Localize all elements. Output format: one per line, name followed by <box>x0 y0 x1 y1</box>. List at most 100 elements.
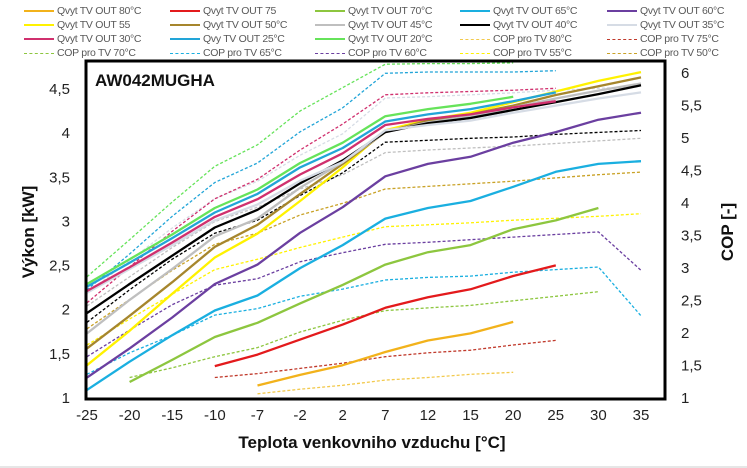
y2-tick-label: 2,5 <box>681 293 702 310</box>
legend-item: Qvyt TV OUT 70°C <box>315 4 433 18</box>
legend-swatch <box>24 38 54 40</box>
legend-label: COP pro TV 50°C <box>640 47 719 59</box>
legend-swatch <box>170 10 200 12</box>
legend-label: COP pro TV 60°C <box>348 47 427 59</box>
cop-series-line-cop-pro-tv-30-c <box>86 87 556 304</box>
x-tick-label: -7 <box>251 407 264 424</box>
cop-series-line-cop-pro-tv-50-c <box>86 171 642 330</box>
legend-item: COP pro TV 70°C <box>24 46 136 60</box>
legend-item: Qvyt TV OUT 80°C <box>24 4 142 18</box>
x-tick-label: -2 <box>293 407 306 424</box>
x-tick-label: 30 <box>590 407 607 424</box>
legend-swatch <box>607 38 637 40</box>
legend-swatch <box>315 52 345 54</box>
legend-label: Qvy TV OUT 25°C <box>203 33 285 45</box>
legend-swatch <box>460 38 490 40</box>
legend-item: Qvyt TV OUT 60°C <box>607 4 725 18</box>
y-tick-label: 3,5 <box>49 169 70 186</box>
y2-tick-label: 1 <box>681 390 689 407</box>
y2-tick-label: 3,5 <box>681 228 702 245</box>
y2-tick-label: 6 <box>681 65 689 82</box>
y2-axis-title: COP [-] <box>718 203 737 261</box>
y-tick-label: 3 <box>62 213 70 230</box>
cop-series-line-cop-pro-tv-75-c <box>214 339 556 379</box>
y-tick-label: 4,5 <box>49 81 70 98</box>
legend-label: Qvyt TV OUT 60°C <box>640 5 725 17</box>
legend-label: Qvyt TV OUT 45°C <box>348 19 433 31</box>
y-axis-left: 1 1,5 2 2,5 3 3,5 4 4,5 <box>49 81 70 407</box>
legend-item: COP pro TV 80°C <box>460 32 572 46</box>
y2-tick-label: 2 <box>681 325 689 342</box>
legend-swatch <box>460 10 490 12</box>
power-series-line-qvyt-tv-out-65-c <box>86 160 642 391</box>
y-tick-label: 1,5 <box>49 346 70 363</box>
legend-swatch <box>24 52 54 54</box>
cop-series-line-cop-pro-tv-60-c <box>86 231 642 358</box>
y2-tick-label: 3 <box>681 260 689 277</box>
x-tick-label: 12 <box>420 407 437 424</box>
legend-item: Qvyt TV OUT 35°C <box>607 18 725 32</box>
x-tick-label: 7 <box>381 407 389 424</box>
legend-label: COP pro TV 55°C <box>493 47 572 59</box>
series-layer <box>86 62 642 395</box>
legend-label: Qvyt TV OUT 70°C <box>348 5 433 17</box>
legend-swatch <box>460 52 490 54</box>
power-series-line-qvyt-tv-out-75 <box>214 264 557 368</box>
legend-swatch <box>607 10 637 12</box>
divider <box>0 466 747 468</box>
cop-series-line-cop-pro-tv-40-c <box>86 129 642 323</box>
legend-swatch <box>170 38 200 40</box>
y2-tick-label: 4 <box>681 195 689 212</box>
legend-label: Qvyt TV OUT 55 <box>57 19 131 31</box>
legend-swatch <box>607 52 637 54</box>
power-series-line-qvyt-tv-out-20-c <box>86 95 514 285</box>
x-tick-label: 35 <box>633 407 650 424</box>
x-tick-label: -20 <box>119 407 141 424</box>
x-tick-label: -15 <box>161 407 183 424</box>
legend-item: Qvyt TV OUT 55 <box>24 18 130 32</box>
chart-title: AW042MUGHA <box>95 71 215 90</box>
legend: Qvyt TV OUT 80°C Qvyt TV OUT 75 Qvyt TV OU… <box>0 0 747 60</box>
legend-item: Qvyt TV OUT 45°C <box>315 18 433 32</box>
power-series-line-qvyt-tv-out-60-c <box>86 111 642 379</box>
x-tick-label: 15 <box>462 407 479 424</box>
x-tick-label: -25 <box>76 407 98 424</box>
legend-swatch <box>170 24 200 26</box>
legend-label: Qvyt TV OUT 65°C <box>493 5 578 17</box>
cop-series-line-cop-pro-tv-45-c <box>86 137 642 307</box>
cop-series-line-cop-pro-tv-55-c <box>86 213 642 346</box>
y-tick-label: 2 <box>62 302 70 319</box>
legend-swatch <box>607 24 637 26</box>
y-axis-title: Výkon [kW] <box>19 186 38 279</box>
power-series-line-qvyt-tv-out-30-c <box>86 100 556 293</box>
y-tick-label: 1 <box>62 390 70 407</box>
legend-swatch <box>170 52 200 54</box>
cop-series-line-cop-pro-tv-35-c <box>86 85 642 294</box>
y2-tick-label: 4,5 <box>681 163 702 180</box>
legend-swatch <box>24 10 54 12</box>
legend-label: Qvyt TV OUT 50°C <box>203 19 288 31</box>
legend-label: Qvyt TV OUT 35°C <box>640 19 725 31</box>
legend-swatch <box>460 24 490 26</box>
legend-item: Qvyt TV OUT 50°C <box>170 18 288 32</box>
legend-swatch <box>315 10 345 12</box>
legend-item: COP pro TV 65°C <box>170 46 282 60</box>
y2-tick-label: 5,5 <box>681 98 702 115</box>
legend-swatch <box>315 38 345 40</box>
legend-item: Qvy TV OUT 25°C <box>170 32 285 46</box>
legend-label: Qvyt TV OUT 80°C <box>57 5 142 17</box>
legend-label: COP pro TV 70°C <box>57 47 136 59</box>
x-tick-label: -10 <box>204 407 226 424</box>
legend-item: Qvyt TV OUT 40°C <box>460 18 578 32</box>
legend-item: Qvyt TV OUT 65°C <box>460 4 578 18</box>
legend-swatch <box>315 24 345 26</box>
cop-series-line-cop-pro-tv-70-c <box>129 291 599 379</box>
legend-item: COP pro TV 75°C <box>607 32 719 46</box>
y-axis-right: 1 1,5 2 2,5 3 3,5 4 4,5 5 5,5 6 <box>681 65 702 407</box>
y-tick-label: 2,5 <box>49 258 70 275</box>
power-series-line-qvyt-tv-out-35-c <box>86 91 642 294</box>
y-tick-label: 4 <box>62 125 70 142</box>
legend-label: Qvyt TV OUT 40°C <box>493 19 578 31</box>
cop-series-line-cop-pro-tv-25-c <box>86 70 556 291</box>
